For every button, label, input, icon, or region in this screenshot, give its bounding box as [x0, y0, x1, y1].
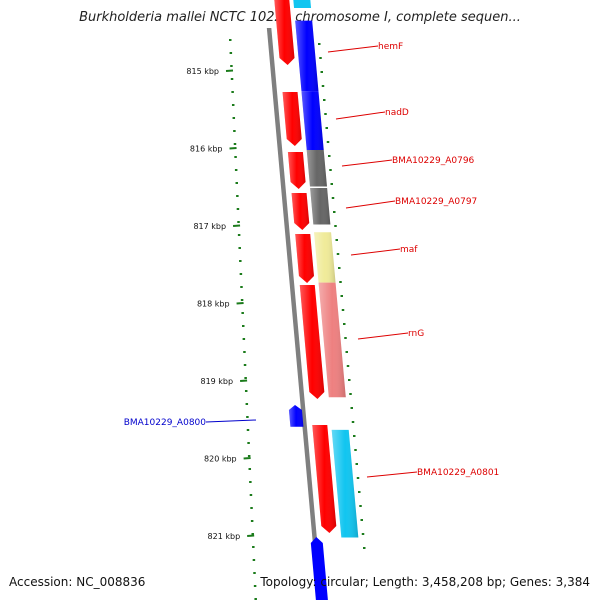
tick-label: 816 kbp	[190, 145, 223, 154]
leader-line	[327, 45, 379, 53]
leader-line	[345, 200, 396, 209]
gene-label-bma10229_a0800: BMA10229_A0800	[124, 418, 207, 428]
tick-label: 820 kbp	[204, 455, 237, 464]
tick-label: 815 kbp	[186, 67, 219, 76]
forward-cds-track	[274, 0, 337, 533]
gene-label-bma10229_a0797: BMA10229_A0797	[395, 197, 477, 207]
tick-mark	[225, 69, 234, 72]
scale-ticks: 815 kbp 816 kbp 817 kbp 818 kbp 819 kbp 820 k…	[186, 67, 255, 541]
leader-line	[205, 419, 257, 423]
gc-skew-track	[229, 39, 366, 600]
tick-mark	[243, 457, 251, 460]
leader-line	[366, 471, 418, 478]
leader-line	[335, 111, 386, 120]
genome-stats-text: Topology: circular; Length: 3,458,208 bp…	[260, 575, 590, 589]
tick-label: 819 kbp	[200, 377, 233, 386]
tick-mark	[232, 224, 241, 227]
tick-mark	[236, 302, 244, 305]
tick-mark	[229, 147, 237, 150]
tick-mark	[240, 379, 248, 382]
tick-label: 817 kbp	[193, 222, 226, 231]
gene-arrow-next	[310, 537, 328, 600]
gene-label-hemf: hemF	[378, 42, 403, 52]
tick-label: 821 kbp	[208, 532, 241, 541]
gene-label-nadd: nadD	[385, 108, 409, 118]
leader-line	[350, 248, 401, 256]
gene-label-maf: maf	[400, 245, 418, 255]
tick-mark	[247, 534, 255, 537]
backbone-line	[266, 28, 323, 600]
gene-label-bma10229_a0801: BMA10229_A0801	[417, 468, 499, 478]
leader-line	[341, 159, 393, 167]
map-title: Burkholderia mallei NCTC 10229 chromosom…	[79, 10, 521, 25]
gene-label-rng: rnG	[408, 329, 424, 339]
leader-line	[357, 332, 409, 340]
gene-track	[288, 0, 359, 600]
tick-label: 818 kbp	[197, 300, 230, 309]
backbone	[266, 28, 323, 600]
accession-text: Accession: NC_008836	[9, 575, 146, 589]
gene-arrow-prev	[293, 0, 312, 8]
gene-label-bma10229_a0796: BMA10229_A0796	[392, 156, 475, 166]
